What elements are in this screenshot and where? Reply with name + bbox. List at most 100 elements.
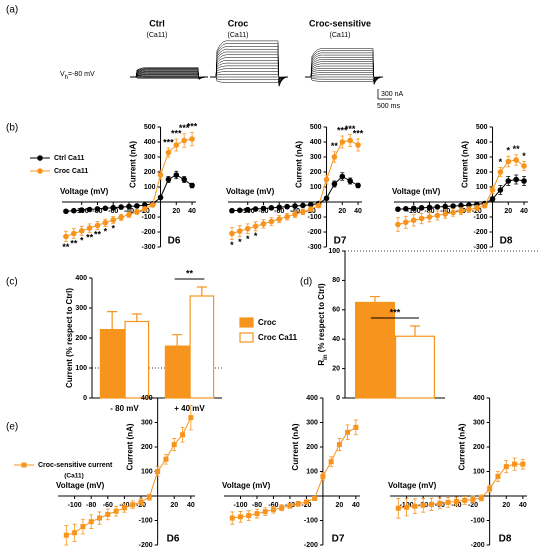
point [78,228,85,234]
y-tick-label: 400 [141,395,153,402]
bar [189,295,215,399]
significance: ** [186,268,194,278]
point [244,206,251,213]
point [181,176,187,183]
point [78,207,85,213]
point [97,515,103,521]
y-tick-label: 200 [473,444,485,451]
current-trace [210,65,289,81]
point [442,211,449,217]
y-tick-label: 100 [310,184,322,191]
point [429,501,435,507]
point [331,154,338,160]
significance: ** [513,144,521,154]
point [229,230,235,237]
point [63,532,69,538]
point [478,495,484,501]
current-trace [305,70,384,80]
x-tick-label: -80 [252,502,262,509]
legend-swatch [239,332,254,343]
point [395,206,401,212]
point [347,178,353,184]
point [303,499,309,505]
point [262,509,268,515]
significance: *** [353,128,364,138]
y-tick-label: 300 [306,419,318,426]
point [237,514,243,520]
y-tick-label: 400 [144,139,156,146]
x-tick-label: 40 [188,208,196,215]
point [72,530,78,536]
error-bar [131,313,142,322]
x-tick-label: -60 [274,208,284,215]
significance: *** [187,122,198,132]
point [252,206,259,212]
current-trace [210,71,289,79]
point [287,503,293,509]
x-tick-label: -20 [301,502,311,509]
current-trace [305,76,384,80]
significance: *** [337,125,348,135]
point [403,219,409,226]
y-tick-label: -200 [304,542,318,549]
y-tick-label: 200 [141,444,153,451]
y-tick-label: 300 [473,419,485,426]
x-tick-label: 20 [172,208,180,215]
point [134,209,140,215]
series-line [232,426,357,519]
y-axis-label: Current (nA) [129,141,138,188]
scale-current: 300 nA [381,91,404,98]
point [276,216,283,222]
current-trace [210,57,289,83]
y-tick-label: -300 [474,244,488,251]
y-axis-label: Rin (% respect to Ctrl) [317,283,328,366]
point [320,473,326,479]
point [86,206,93,213]
x-tick-label: 40 [352,502,360,509]
point [497,187,504,193]
y-tick-label: -100 [308,214,322,221]
x-tick-label: -40 [124,208,134,215]
point [307,206,314,212]
y-tick-label: 200 [75,335,87,342]
error-bar [196,286,207,296]
point [355,182,361,189]
y-tick-label: 100 [328,248,340,255]
point [254,511,260,517]
x-axis-label: Voltage (mV) [226,187,275,196]
y-tick-label: -100 [139,517,153,524]
bar [395,335,436,399]
significance: ** [86,233,94,243]
significance: ** [62,242,70,252]
point [420,502,426,508]
significance: * [522,151,526,161]
point [336,442,342,448]
point [126,211,132,218]
point [505,158,512,165]
point [141,202,148,208]
error-bar [172,334,183,347]
trace-subtitle: (Ca11) [228,32,249,39]
point [237,207,243,214]
point [284,213,290,220]
point [246,513,252,519]
point [163,456,169,462]
point [237,228,243,234]
point [268,205,275,211]
current-trace [305,48,384,85]
significance: * [499,157,503,167]
point [295,501,301,507]
x-tick-label: 40 [520,208,528,215]
point [473,205,480,211]
point [339,173,346,180]
y-tick-label: -300 [308,244,322,251]
legend-subtitle: (Ca11) [64,473,84,480]
point [157,194,164,201]
plot-label: D7 [334,236,347,247]
y-tick-label: 300 [310,154,322,161]
x-axis-label: Voltage (mV) [60,187,109,196]
point [268,218,275,225]
y-tick-label: 300 [144,154,156,161]
point [260,221,267,227]
